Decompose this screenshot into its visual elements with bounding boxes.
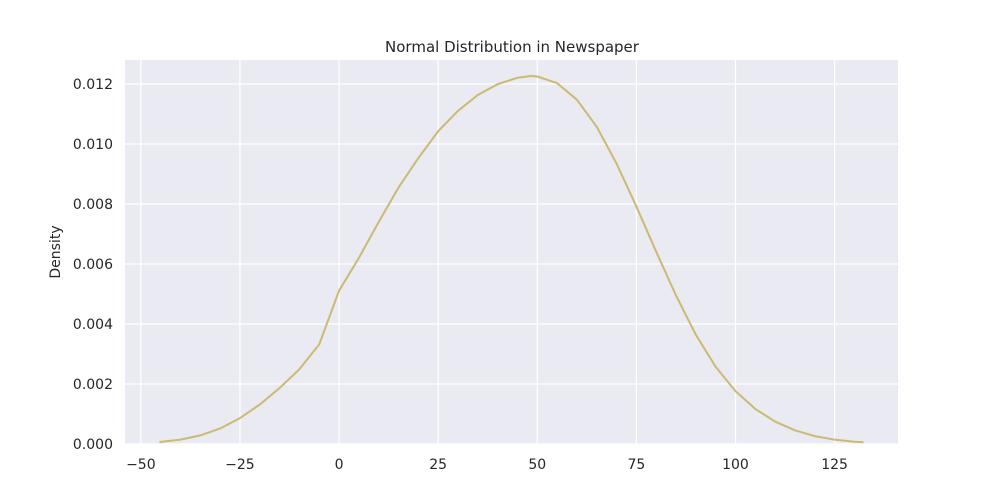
x-tick-label: 125 [821,457,848,473]
y-tick-label: 0.010 [73,137,113,153]
x-tick-label: 0 [335,457,344,473]
x-tick-label: 100 [722,457,749,473]
y-axis-ticks: 0.000 0.002 0.004 0.006 0.008 0.010 0.012 [73,77,113,453]
x-tick-label: −50 [126,457,156,473]
plot-area [125,60,898,444]
x-axis-ticks: −50 −25 0 25 50 75 100 125 [126,457,848,473]
y-tick-label: 0.004 [73,317,113,333]
gridlines [125,60,898,445]
y-tick-label: 0.012 [73,77,113,93]
x-tick-label: 75 [627,457,645,473]
y-tick-label: 0.002 [73,377,113,393]
x-tick-label: 25 [429,457,447,473]
chart-title: Normal Distribution in Newspaper [385,38,640,56]
x-tick-label: −25 [225,457,255,473]
x-tick-label: 50 [528,457,546,473]
y-tick-label: 0.000 [73,437,113,453]
density-curve [159,74,864,444]
y-tick-label: 0.006 [73,257,113,273]
y-tick-label: 0.008 [73,197,113,213]
y-axis-label: Density [48,225,64,278]
